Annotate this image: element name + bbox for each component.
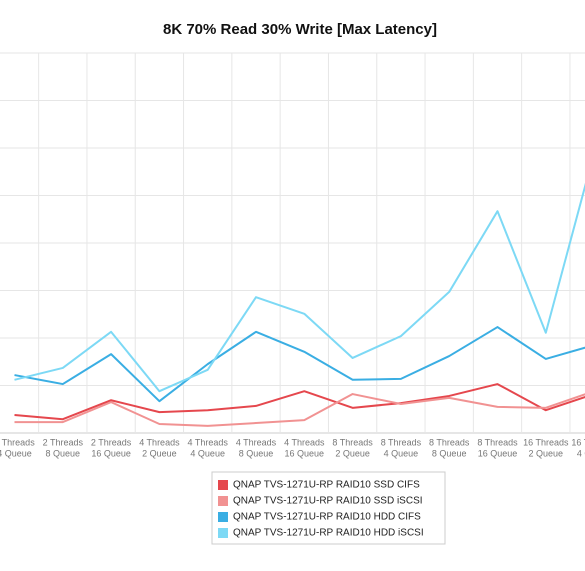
x-tick-label: 8 Queue <box>432 448 467 458</box>
x-tick-label: 8 Threads <box>477 437 518 447</box>
series-line <box>14 393 585 427</box>
legend-label: QNAP TVS-1271U-RP RAID10 SSD iSCSI <box>233 496 423 507</box>
x-tick-label: 2 Threads <box>43 437 84 447</box>
x-tick-label: 8 Threads <box>429 437 470 447</box>
x-tick-label: 2 Threads <box>0 437 35 447</box>
x-tick-label: 4 Threads <box>139 437 180 447</box>
x-tick-label: 2 Queue <box>335 448 370 458</box>
x-tick-label: 16 Threads <box>571 437 585 447</box>
series-line <box>14 326 585 403</box>
series-line <box>14 182 585 393</box>
x-tick-label: 2 Threads <box>91 437 132 447</box>
series-line <box>14 383 585 421</box>
x-tick-label: 4 Threads <box>284 437 325 447</box>
legend-swatch <box>218 480 228 490</box>
x-tick-label: 16 Threads <box>523 437 569 447</box>
x-tick-label: 16 Queue <box>285 448 325 458</box>
x-tick-label: 2 Queue <box>142 448 177 458</box>
x-tick-label: 16 Queue <box>91 448 131 458</box>
x-tick-label: 8 Queue <box>239 448 274 458</box>
x-tick-label: 2 Queue <box>529 448 564 458</box>
legend-swatch <box>218 512 228 522</box>
x-tick-label: 4 Queue <box>190 448 225 458</box>
legend-swatch <box>218 496 228 506</box>
x-tick-label: 8 Threads <box>332 437 373 447</box>
x-tick-label: 4 Queue <box>577 448 585 458</box>
legend-box <box>211 471 446 545</box>
x-tick-label: 4 Threads <box>188 437 229 447</box>
x-tick-label: 8 Queue <box>46 448 81 458</box>
x-tick-label: 4 Queue <box>384 448 419 458</box>
x-tick-label: 4 Queue <box>0 448 32 458</box>
x-tick-label: 8 Threads <box>381 437 422 447</box>
legend-label: QNAP TVS-1271U-RP RAID10 SSD CIFS <box>233 480 420 491</box>
chart-title: 8K 70% Read 30% Write [Max Latency] <box>163 21 437 38</box>
x-tick-label: 4 Threads <box>236 437 277 447</box>
legend-swatch <box>218 528 228 538</box>
legend-label: QNAP TVS-1271U-RP RAID10 HDD CIFS <box>233 512 421 523</box>
x-tick-label: 16 Queue <box>478 448 518 458</box>
legend-label: QNAP TVS-1271U-RP RAID10 HDD iSCSI <box>233 528 424 539</box>
